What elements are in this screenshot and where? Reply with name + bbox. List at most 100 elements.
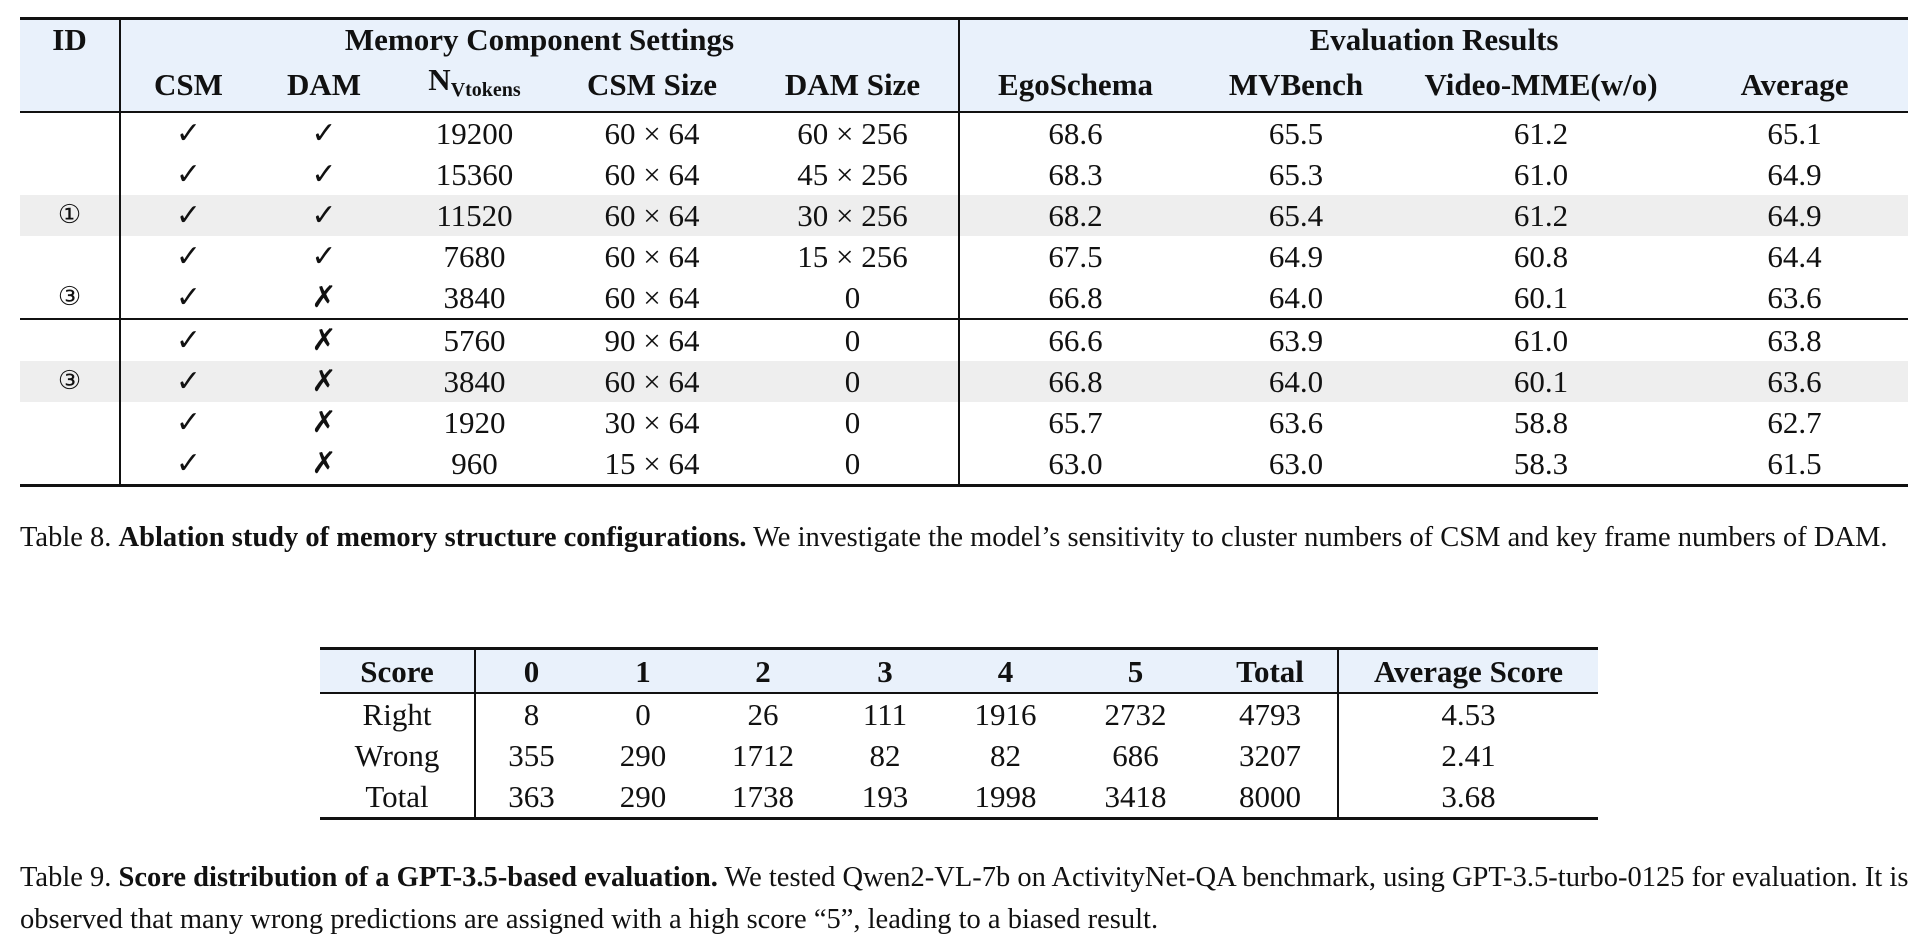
table-row: Wrong 355 290 1712 82 82 686 3207 2.41 bbox=[320, 735, 1598, 776]
table9-caption-title: Score distribution of a GPT-3.5-based ev… bbox=[118, 862, 718, 893]
cell-videomme: 61.0 bbox=[1513, 157, 1569, 192]
cell-mvbench: 65.3 bbox=[1268, 157, 1324, 192]
cell-egoschema: 66.8 bbox=[959, 361, 1192, 402]
cell-csm-size: 60 × 64 bbox=[557, 195, 747, 236]
header-videomme: Video-MME(w/o) bbox=[1401, 59, 1682, 113]
header-nvtokens-sub: Vtokens bbox=[450, 79, 521, 101]
cell-dam: ✗ bbox=[256, 361, 392, 402]
table-row: ✓ ✗ 1920 30 × 64 0 65.7 63.6 58.8 62.7 bbox=[20, 402, 1908, 443]
cell-videomme: 58.8 bbox=[1513, 405, 1569, 440]
cell-egoschema: 68.2 bbox=[959, 195, 1192, 236]
cell-egoschema: 66.8 bbox=[1048, 280, 1103, 315]
cell-dam-size: 0 bbox=[747, 443, 961, 487]
cell-id bbox=[20, 154, 121, 195]
cell-dam: ✓ bbox=[256, 195, 392, 236]
cell-average: 63.6 bbox=[1681, 361, 1909, 402]
cell-mvbench: 64.9 bbox=[1268, 239, 1324, 274]
table-row: Total 363 290 1738 193 1998 3418 8000 3.68 bbox=[320, 776, 1598, 820]
cell-dam: ✗ bbox=[256, 443, 392, 487]
cell-csm: ✓ bbox=[120, 195, 256, 236]
cell-average: 65.1 bbox=[1767, 116, 1822, 151]
table8-caption: Table 8. Ablation study of memory struct… bbox=[20, 517, 1910, 559]
cell-id bbox=[20, 112, 121, 154]
score-header-cell: 3 bbox=[827, 647, 943, 694]
score-cell: 82 bbox=[869, 738, 901, 773]
cell-id bbox=[20, 402, 121, 443]
score-cell: 1738 bbox=[699, 776, 827, 820]
cell-id bbox=[20, 236, 121, 277]
cell-average: 63.6 bbox=[1767, 280, 1822, 315]
score-header-cell: 0 bbox=[475, 647, 587, 694]
header-mvbench: MVBench bbox=[1191, 59, 1402, 113]
score-header-cell: 5 bbox=[1068, 647, 1203, 694]
cell-nvtokens: 3840 bbox=[392, 361, 557, 402]
score-cell: 1712 bbox=[732, 738, 794, 773]
cell-dam: ✓ bbox=[311, 239, 337, 274]
header-csm-size: CSM Size bbox=[557, 59, 747, 113]
cell-nvtokens: 19200 bbox=[435, 116, 514, 151]
score-cell: 1916 bbox=[974, 697, 1037, 732]
cell-dam: ✓ bbox=[311, 116, 337, 151]
cell-dam: ✗ bbox=[311, 405, 337, 440]
cell-videomme: 60.8 bbox=[1513, 239, 1569, 274]
score-header-cell: 4 bbox=[943, 647, 1068, 694]
cell-nvtokens: 1920 bbox=[443, 405, 506, 440]
cell-average: 61.5 bbox=[1681, 443, 1909, 487]
cell-csm-size: 60 × 64 bbox=[604, 116, 700, 151]
cell-nvtokens: 5760 bbox=[392, 318, 557, 361]
cell-egoschema: 63.0 bbox=[959, 443, 1192, 487]
cell-csm: ✓ bbox=[120, 361, 256, 402]
cell-dam-size: 0 bbox=[747, 402, 961, 443]
score-table-body: Right 8 0 26 111 1916 2732 4793 4.53 Wrong 355 290 1… bbox=[320, 693, 1598, 820]
cell-csm: ✓ bbox=[175, 239, 202, 274]
header-memory-settings: Memory Component Settings bbox=[120, 17, 961, 59]
table9-caption-text: We tested Qwen2-VL-7b on ActivityNet-QA … bbox=[20, 862, 1909, 935]
cell-csm-size: 60 × 64 bbox=[604, 280, 700, 315]
header-dam: DAM bbox=[256, 59, 392, 113]
table-row: ① ✓ ✓ 11520 60 × 64 30 × 256 68.2 65.4 61.2 64.9 bbox=[20, 195, 1909, 236]
score-cell: 26 bbox=[747, 697, 779, 732]
score-cell: 363 bbox=[475, 776, 587, 820]
table-row: ✓ ✓ 15360 60 × 64 45 × 256 68.3 65.3 61.0 64.9 bbox=[20, 154, 1908, 195]
cell-nvtokens: 15360 bbox=[435, 157, 514, 192]
cell-videomme: 58.3 bbox=[1401, 443, 1682, 487]
cell-videomme: 60.1 bbox=[1401, 361, 1682, 402]
score-cell: 3.68 bbox=[1338, 776, 1598, 820]
header-evaluation-results: Evaluation Results bbox=[959, 17, 1909, 59]
cell-egoschema: 65.7 bbox=[1048, 405, 1103, 440]
header-nvtokens: NVtokens bbox=[392, 59, 557, 113]
score-cell: 2732 bbox=[1104, 697, 1167, 732]
cell-dam-size: 45 × 256 bbox=[747, 154, 961, 195]
cell-egoschema: 68.6 bbox=[1048, 116, 1103, 151]
cell-mvbench: 64.0 bbox=[1191, 361, 1402, 402]
cell-csm-size: 60 × 64 bbox=[557, 361, 747, 402]
cell-mvbench: 63.6 bbox=[1268, 405, 1324, 440]
score-cell: 193 bbox=[827, 776, 943, 820]
cell-dam-size: 60 × 256 bbox=[747, 112, 961, 154]
cell-id: ③ bbox=[20, 277, 121, 319]
cell-csm-size: 30 × 64 bbox=[604, 405, 700, 440]
score-cell: 111 bbox=[862, 697, 908, 732]
cell-nvtokens: 960 bbox=[392, 443, 557, 487]
score-header-cell: 1 bbox=[587, 647, 699, 694]
cell-mvbench: 65.5 bbox=[1268, 116, 1324, 151]
table-row: ③ ✓ ✗ 3840 60 × 64 0 66.8 64.0 60.1 63.6 bbox=[20, 277, 1908, 319]
score-cell: 82 bbox=[990, 738, 1021, 773]
cell-dam: ✗ bbox=[311, 280, 337, 315]
cell-videomme: 61.2 bbox=[1513, 116, 1569, 151]
score-cell: 1998 bbox=[943, 776, 1068, 820]
cell-csm-size: 15 × 64 bbox=[557, 443, 747, 487]
cell-videomme: 61.0 bbox=[1401, 318, 1682, 361]
cell-csm-size: 60 × 64 bbox=[604, 239, 700, 274]
cell-dam: ✗ bbox=[256, 318, 392, 361]
score-cell: 290 bbox=[619, 738, 667, 773]
cell-mvbench: 63.9 bbox=[1191, 318, 1402, 361]
score-header-cell: Total bbox=[1203, 647, 1339, 694]
header-nvtokens-main: N bbox=[428, 62, 451, 97]
cell-videomme: 60.1 bbox=[1513, 280, 1569, 315]
cell-mvbench: 64.0 bbox=[1268, 280, 1324, 315]
score-cell: 290 bbox=[587, 776, 699, 820]
cell-dam-size: 30 × 256 bbox=[747, 195, 961, 236]
table-row: ✓ ✓ 19200 60 × 64 60 × 256 68.6 65.5 61.2 65.1 bbox=[20, 112, 1908, 154]
score-header-cell: Score bbox=[320, 647, 476, 694]
